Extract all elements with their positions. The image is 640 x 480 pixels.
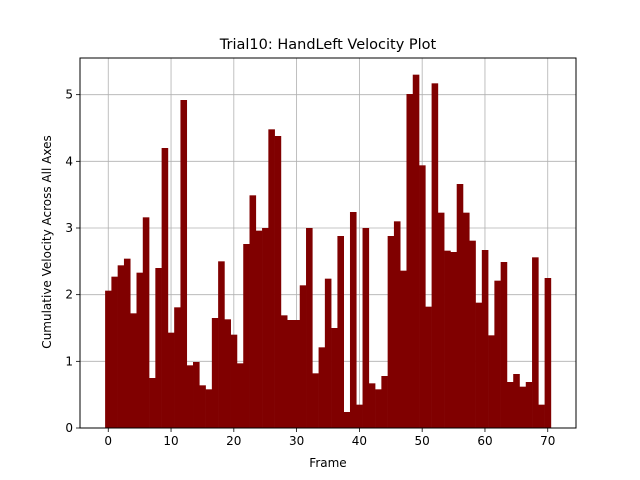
bar [437,212,445,428]
y-tick-label: 5 [65,88,73,102]
bar [224,319,231,428]
bar [218,261,225,428]
x-tick-label: 30 [289,434,304,448]
bar [525,382,533,428]
bar [375,389,382,428]
bar [538,404,545,428]
bar [149,378,156,428]
bar [431,83,439,428]
bar [236,363,244,428]
bar [400,270,407,428]
bars [105,74,552,429]
bar [123,258,131,428]
bar [262,228,269,428]
bar [324,278,332,428]
bar [425,306,432,428]
bar [299,285,307,428]
bar [331,328,338,428]
bar [475,302,483,428]
bar [481,250,489,428]
bar [280,315,288,428]
x-tick-label: 20 [226,434,241,448]
bar [419,165,426,429]
bar [249,195,257,428]
bar [456,184,464,428]
bar [287,320,294,428]
bar [255,230,263,428]
bar [142,217,150,428]
bar [318,347,326,428]
x-tick-label: 60 [477,434,492,448]
bar [193,362,200,428]
bar [544,278,552,428]
x-tick-label: 50 [415,434,430,448]
bar [488,335,495,428]
bar [205,389,213,428]
bar [444,250,451,428]
bar [293,320,301,428]
bar [180,100,188,428]
bar [532,257,539,428]
bar [306,228,313,428]
x-tick-label: 0 [104,434,112,448]
plot-frame [79,57,577,429]
bar [506,382,514,428]
y-tick-label: 0 [65,421,73,435]
bar [519,386,527,428]
bar [494,280,501,428]
bar [105,290,112,428]
bar [343,412,351,428]
bar [500,262,508,428]
x-tick-label: 70 [540,434,555,448]
chart-title: Trial10: HandLeft Velocity Plot [219,37,437,53]
bar [117,265,125,428]
bar [349,212,357,428]
x-axis-ticks: 0 10 20 30 40 50 60 70 [104,428,555,448]
bar [243,244,250,428]
bar [513,374,520,428]
bar [199,385,206,428]
bar [274,136,282,428]
y-tick-label: 2 [65,288,73,302]
bar [312,373,319,428]
bar [412,74,420,429]
bar [450,252,458,428]
bar [167,332,175,428]
bar [211,318,219,428]
y-axis-label: Cumulative Velocity Across All Axes [40,135,54,348]
bar [161,148,169,428]
bar [387,236,395,428]
bar [368,383,376,428]
bar [393,221,401,428]
bar [230,334,238,428]
bar [469,240,476,428]
bar [406,94,414,428]
bar [136,272,144,428]
bar [381,376,388,428]
x-tick-label: 40 [352,434,367,448]
bar [362,228,370,428]
bar [268,129,275,429]
bar [174,307,181,428]
bar [186,365,194,428]
x-tick-label: 10 [163,434,178,448]
bar [462,212,470,428]
bar [130,313,137,428]
x-axis-label: Frame [309,456,346,470]
y-tick-label: 4 [65,154,73,168]
y-tick-label: 3 [65,221,73,235]
y-axis-ticks: 0 1 2 3 4 5 [65,88,80,435]
bar [356,404,363,428]
bar [155,268,162,428]
bar [337,236,344,428]
y-tick-label: 1 [65,354,73,368]
bar [111,276,118,428]
